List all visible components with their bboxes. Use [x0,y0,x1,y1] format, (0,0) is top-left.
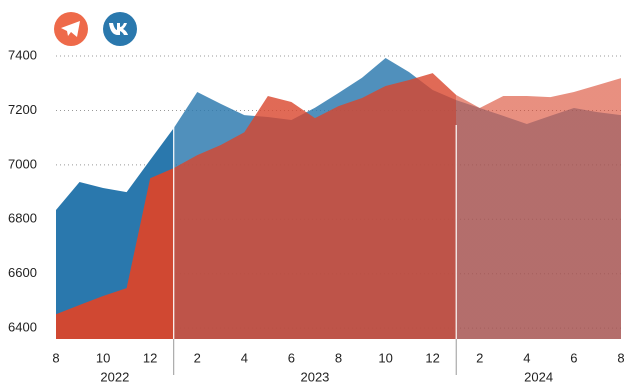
x-tick-label: 4 [523,350,530,365]
x-tick-label: 12 [425,350,439,365]
year-label: 2023 [300,369,329,384]
y-tick-label: 7200 [8,102,37,117]
x-tick-label: 8 [335,350,342,365]
x-tick-label: 2 [194,350,201,365]
y-tick-label: 6600 [8,265,37,280]
area [56,73,621,340]
x-tick-label: 2 [476,350,483,365]
x-tick-label: 10 [378,350,392,365]
x-tick-label: 12 [143,350,157,365]
y-tick-label: 6800 [8,211,37,226]
x-tick-label: 6 [570,350,577,365]
x-tick-label: 8 [52,350,59,365]
x-tick-label: 8 [617,350,624,365]
year-label: 2024 [524,369,553,384]
x-tick-label: 10 [96,350,110,365]
y-tick-label: 7400 [8,47,37,62]
x-tick-label: 4 [241,350,248,365]
y-tick-label: 7000 [8,156,37,171]
vk-icon [103,12,137,46]
y-tick-label: 6400 [8,320,37,335]
year-label: 2022 [100,369,129,384]
x-tick-label: 6 [288,350,295,365]
telegram-icon [54,12,88,46]
